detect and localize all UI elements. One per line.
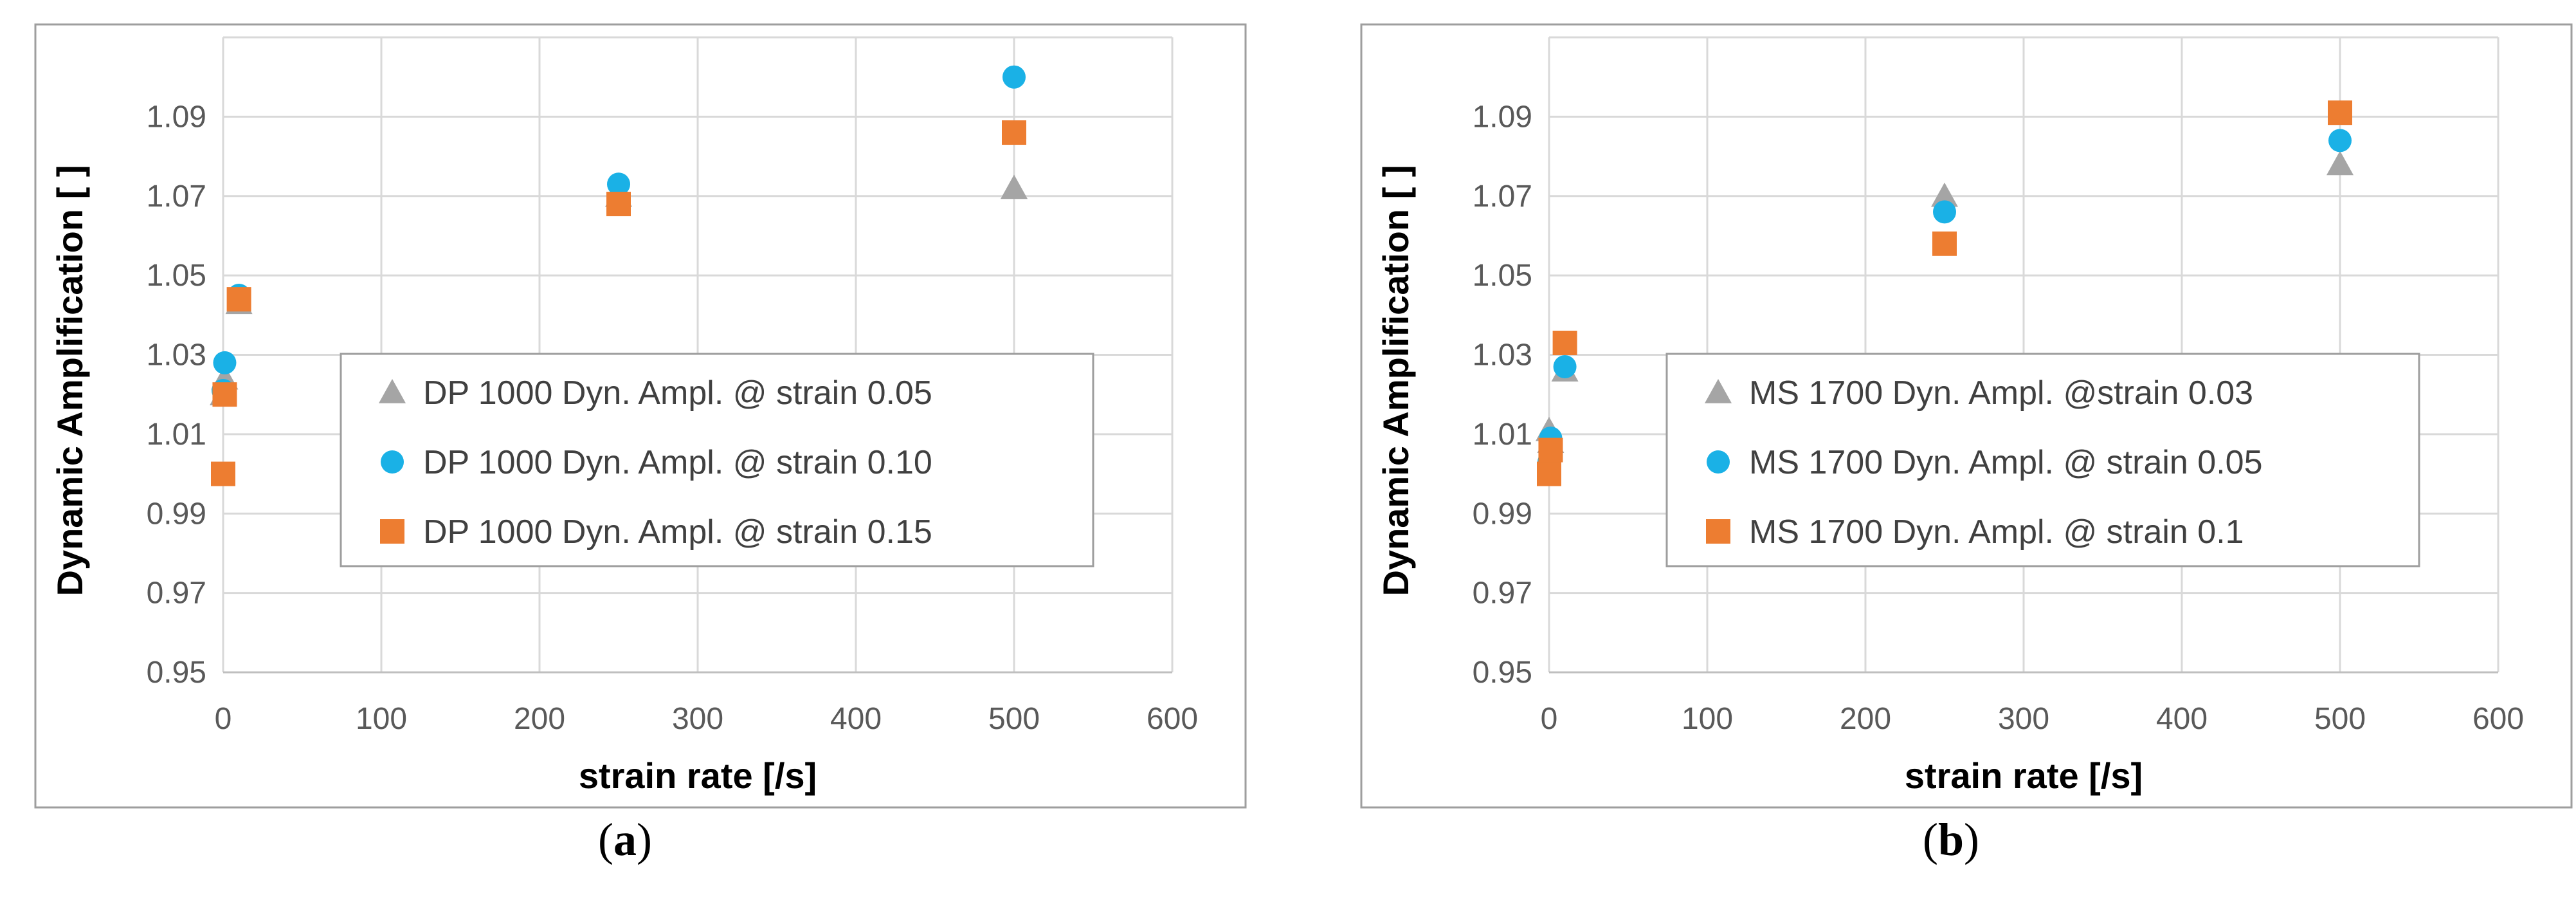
legend-label: MS 1700 Dyn. Ampl. @ strain 0.1 (1749, 513, 2244, 551)
x-tick-label: 500 (988, 702, 1040, 736)
y-axis-title: Dynamic Amplification [ ] (50, 165, 90, 596)
data-point-circle (1933, 200, 1956, 224)
x-tick-label: 400 (2156, 702, 2208, 736)
x-tick-label: 100 (356, 702, 407, 736)
data-point-square (1002, 120, 1026, 145)
x-tick-label: 300 (672, 702, 723, 736)
x-axis-title: strain rate [/s] (579, 755, 817, 796)
data-point-square (211, 461, 235, 486)
data-point-circle (213, 351, 237, 374)
legend-label: DP 1000 Dyn. Ampl. @ strain 0.10 (423, 444, 932, 481)
y-tick-label: 1.01 (147, 418, 206, 452)
x-axis-title: strain rate [/s] (1905, 755, 2143, 796)
legend-marker-square (1706, 519, 1730, 544)
x-tick-label: 400 (830, 702, 882, 736)
y-tick-label: 1.07 (1473, 179, 1532, 214)
y-tick-label: 1.01 (1473, 418, 1532, 452)
legend-marker-circle (381, 450, 404, 474)
legend-marker-triangle (1705, 379, 1732, 403)
data-point-circle (1553, 355, 1577, 379)
y-tick-label: 1.09 (147, 100, 206, 134)
legend-box (1665, 353, 2420, 567)
legend: MS 1700 Dyn. Ampl. @strain 0.03 MS 1700 D… (1665, 353, 2420, 567)
series-3 (211, 120, 1026, 486)
y-tick-label: 0.97 (147, 576, 206, 611)
x-tick-label: 600 (1147, 702, 1198, 736)
legend-marker-square (380, 519, 404, 544)
y-tick-label: 1.05 (147, 259, 206, 293)
legend-marker-circle (1707, 450, 1730, 474)
legend-marker-triangle (379, 379, 406, 403)
data-point-square (1538, 437, 1563, 463)
y-tick-label: 0.99 (1473, 497, 1532, 531)
data-point-square (212, 382, 237, 407)
data-point-square (1932, 231, 1957, 256)
panel-label-a: a (613, 814, 637, 865)
x-tick-label: 500 (2314, 702, 2366, 736)
y-tick-label: 1.05 (1473, 259, 1532, 293)
y-axis-title: Dynamic Amplification [ ] (1375, 165, 1416, 596)
legend-label: DP 1000 Dyn. Ampl. @ strain 0.15 (423, 513, 932, 551)
x-tick-label: 100 (1682, 702, 1733, 736)
x-tick-label: 200 (514, 702, 565, 736)
data-point-triangle (1001, 174, 1028, 199)
chart-panel-b: 0 100 200 300 400 500 600 0.95 0.97 0.99 1.01 1.03 1… (1326, 0, 2576, 865)
data-point-triangle (1931, 182, 1958, 207)
data-point-square (1537, 461, 1561, 486)
legend-label: DP 1000 Dyn. Ampl. @ strain 0.05 (423, 374, 932, 412)
x-tick-label: 0 (1541, 702, 1558, 736)
chart-panel-a: 0 100 200 300 400 500 600 0.95 0.97 0.99 1.01 1.03 1… (0, 0, 1250, 865)
data-point-square (606, 192, 631, 217)
legend-label: MS 1700 Dyn. Ampl. @strain 0.03 (1749, 374, 2253, 412)
chart-b-svg: 0 100 200 300 400 500 600 0.95 0.97 0.99 1.01 1.03 1… (1360, 23, 2573, 809)
x-tick-label: 300 (1998, 702, 2049, 736)
y-tick-label: 1.03 (1473, 338, 1532, 373)
data-point-square (2328, 100, 2352, 125)
y-tick-label: 0.95 (1473, 656, 1532, 690)
x-tick-label: 200 (1840, 702, 1891, 736)
data-point-circle (607, 172, 630, 196)
data-point-triangle (2327, 151, 2354, 176)
y-tick-label: 0.99 (147, 497, 206, 531)
panel-label-b: b (1937, 814, 1964, 865)
chart-a-svg: 0 100 200 300 400 500 600 0.95 0.97 0.99 1.01 1.03 1… (34, 23, 1247, 809)
panel-caption-b: (b) (1922, 814, 1979, 865)
x-tick-label: 0 (215, 702, 232, 736)
panel-caption-a: (a) (598, 814, 652, 865)
y-tick-label: 0.97 (1473, 576, 1532, 611)
legend-label: MS 1700 Dyn. Ampl. @ strain 0.05 (1749, 444, 2262, 481)
legend: DP 1000 Dyn. Ampl. @ strain 0.05 DP 1000 … (340, 353, 1094, 567)
data-point-circle (2328, 129, 2352, 152)
y-tick-label: 1.07 (147, 179, 206, 214)
series-3 (1537, 100, 2352, 486)
data-point-square (1552, 330, 1577, 355)
data-point-circle (1002, 65, 1026, 89)
x-tick-label: 600 (2472, 702, 2524, 736)
y-tick-label: 1.09 (1473, 100, 1532, 134)
y-tick-label: 1.03 (147, 338, 206, 373)
y-tick-label: 0.95 (147, 656, 206, 690)
legend-box (340, 353, 1094, 567)
data-point-square (226, 287, 251, 312)
